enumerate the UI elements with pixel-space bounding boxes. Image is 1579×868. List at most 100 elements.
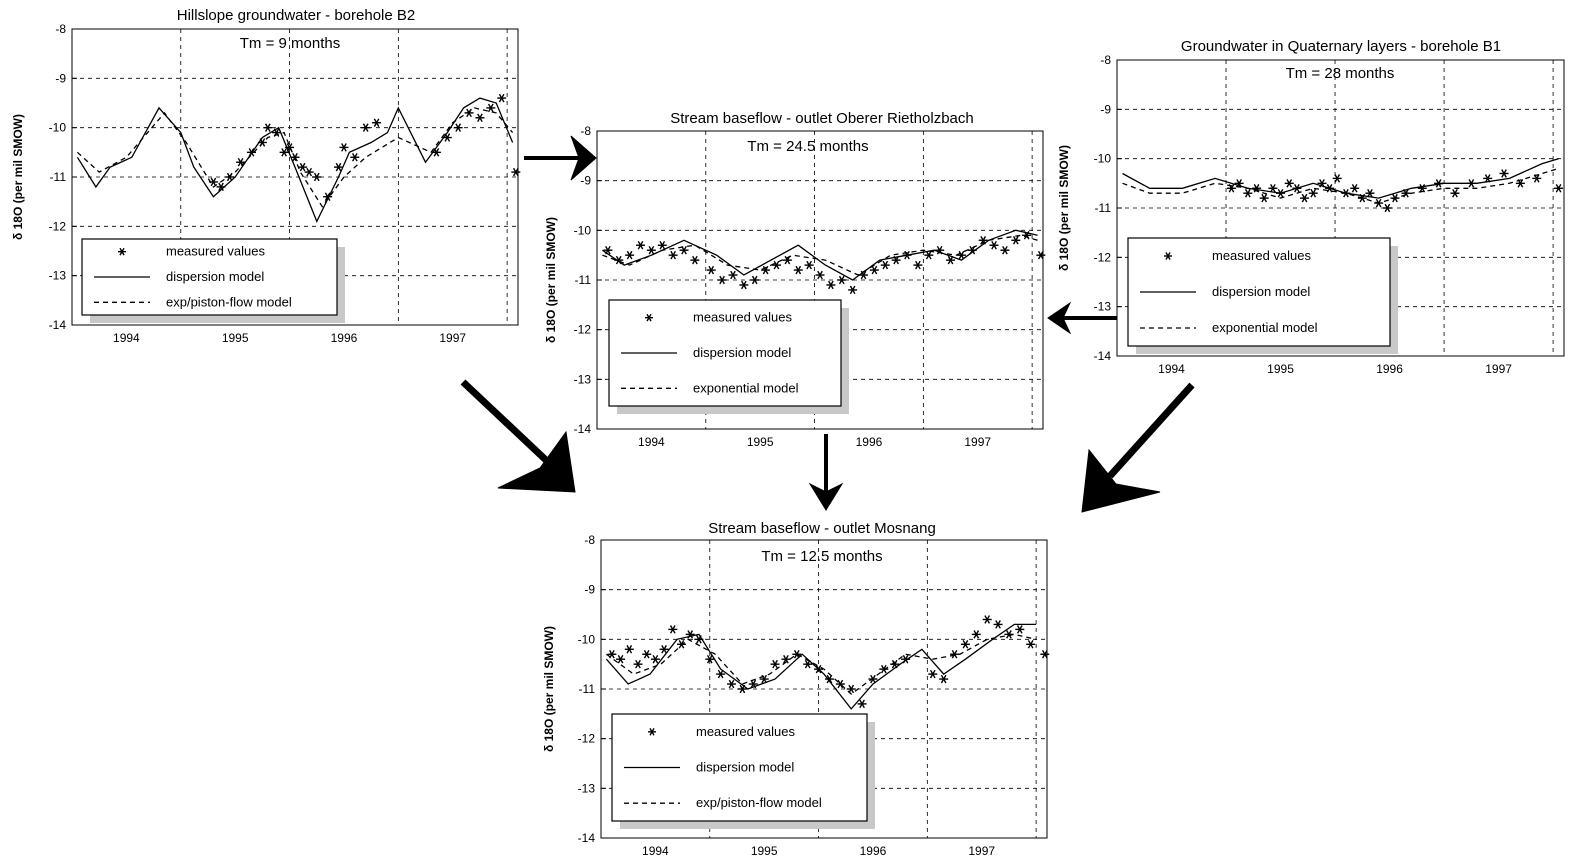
y-axis-label: δ 18O (per mil SMOW): [544, 217, 558, 343]
data-point: [803, 659, 813, 669]
legend-label: measured values: [1212, 248, 1311, 263]
data-point: [967, 245, 977, 255]
star-stroke: [980, 236, 987, 245]
star-stroke: [1002, 245, 1008, 255]
tm-annotation: Tm = 9 months: [240, 35, 340, 52]
star-stroke: [487, 103, 494, 113]
data-point: [946, 255, 956, 265]
data-point: [676, 640, 686, 649]
star-stroke: [1270, 184, 1276, 193]
data-point: [1252, 184, 1262, 193]
data-point: [304, 167, 314, 177]
chart-panel-3: -8 -9 -10 -11 -12 -13 -14 1994 1995 1996 1997 Groun…: [1057, 38, 1565, 376]
data-point: [1040, 649, 1050, 659]
star-stroke: [1319, 179, 1325, 188]
data-point: [1317, 179, 1327, 188]
data-point: [1000, 245, 1010, 255]
data-point: [1226, 184, 1236, 193]
star-stroke: [681, 245, 687, 255]
star-stroke: [806, 260, 812, 270]
star-stroke: [248, 148, 255, 157]
series-dispersion-model: [605, 623, 1037, 710]
data-point: [716, 669, 726, 679]
data-point: [748, 679, 758, 689]
data-point: [475, 113, 485, 123]
data-point: [706, 265, 716, 275]
star-stroke: [1253, 184, 1260, 193]
data-point: [1554, 184, 1564, 193]
series-measured-values: [1226, 169, 1564, 213]
data-point: [1350, 184, 1360, 193]
star-stroke: [984, 615, 991, 624]
star-stroke: [859, 699, 865, 709]
data-point: [1276, 188, 1286, 198]
y-tick-label: -14: [49, 318, 67, 332]
star-stroke: [626, 250, 633, 260]
star-stroke: [925, 250, 932, 260]
data-point: [603, 245, 613, 255]
star-stroke: [1468, 179, 1475, 188]
star-stroke: [1016, 625, 1023, 634]
y-tick-label: -11: [50, 170, 67, 184]
legend-label: exp/piston-flow model: [696, 795, 822, 810]
legend-label: measured values: [696, 724, 795, 739]
star-stroke: [1419, 184, 1426, 193]
data-point: [804, 260, 814, 270]
star-stroke: [784, 255, 791, 265]
data-point: [879, 664, 889, 674]
star-stroke: [362, 123, 369, 132]
data-point: [717, 275, 727, 285]
data-point: [1292, 184, 1302, 193]
data-point: [690, 255, 700, 265]
star-stroke: [661, 645, 667, 654]
star-stroke: [783, 654, 789, 664]
star-stroke: [477, 113, 483, 123]
star-stroke: [335, 162, 342, 172]
y-tick-label: -14: [1094, 349, 1112, 363]
star-stroke: [1244, 188, 1251, 198]
series-alt-model: [606, 633, 1037, 695]
data-point: [285, 143, 295, 152]
star-stroke: [259, 138, 266, 147]
series-alt-model: [76, 107, 514, 208]
data-point: [1308, 188, 1318, 198]
data-point: [694, 635, 704, 644]
tm-annotation: Tm = 24.5 months: [747, 138, 868, 155]
y-tick-label: -12: [578, 732, 596, 746]
star-stroke: [1006, 630, 1012, 639]
star-stroke: [936, 245, 943, 255]
data-point: [225, 172, 235, 182]
x-tick-label: 1994: [113, 331, 140, 345]
star-stroke: [1261, 193, 1268, 203]
y-tick-label: -12: [49, 219, 67, 233]
y-tick-label: -10: [1094, 152, 1112, 166]
data-point: [989, 240, 999, 250]
star-stroke: [739, 684, 746, 694]
data-point: [826, 280, 836, 290]
x-tick-label: 1997: [439, 331, 466, 345]
star-stroke: [871, 265, 878, 275]
star-stroke: [940, 674, 947, 684]
y-tick-label: -9: [1100, 102, 1111, 116]
data-point: [891, 255, 901, 265]
star-stroke: [466, 108, 472, 118]
star-stroke: [659, 240, 666, 250]
data-point: [650, 654, 660, 664]
star-stroke: [1359, 193, 1366, 203]
data-point: [869, 265, 879, 275]
star-stroke: [837, 679, 844, 689]
data-point: [334, 162, 344, 172]
star-stroke: [1392, 193, 1398, 203]
y-tick-label: -11: [575, 273, 592, 287]
star-stroke: [119, 247, 125, 256]
series-dispersion-model: [602, 229, 1038, 281]
star-stroke: [817, 270, 823, 280]
data-point: [956, 250, 966, 260]
data-point: [902, 250, 912, 260]
star-stroke: [751, 275, 758, 285]
y-tick-label: -12: [1094, 250, 1112, 264]
arrow-b2-to-mosnang: [460, 379, 576, 493]
star-stroke: [1037, 250, 1044, 260]
data-point: [982, 615, 992, 624]
